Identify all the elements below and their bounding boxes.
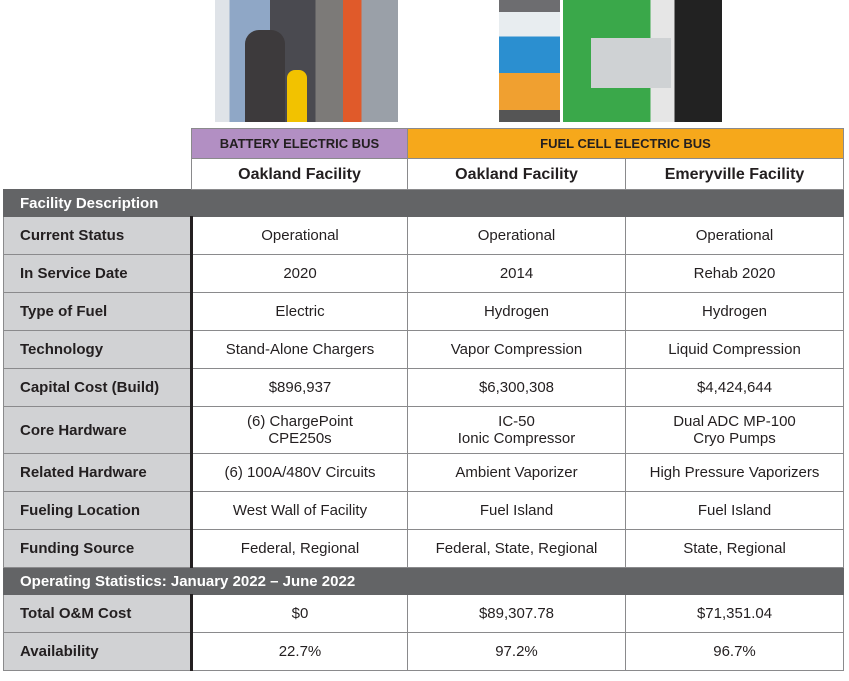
- table-row: Availability 22.7% 97.2% 96.7%: [3, 632, 845, 671]
- cell-line: Cryo Pumps: [693, 430, 776, 447]
- table-cell: Stand-Alone Chargers: [191, 330, 408, 369]
- table-cell: High Pressure Vaporizers: [624, 453, 845, 492]
- facility-comparison-table: BATTERY ELECTRIC BUS FUEL CELL ELECTRIC …: [2, 128, 845, 671]
- row-label: Core Hardware: [3, 406, 193, 454]
- table-cell: $4,424,644: [624, 368, 845, 407]
- table-cell: Operational: [624, 216, 845, 255]
- table-row: Fueling Location West Wall of Facility Fue…: [3, 491, 845, 530]
- table-cell: (6) ChargePoint CPE250s: [191, 406, 408, 454]
- table-cell: Fuel Island: [624, 491, 845, 530]
- table-cell: (6) 100A/480V Circuits: [191, 453, 408, 492]
- table-row: Current Status Operational Operational Oper…: [3, 216, 845, 255]
- table-cell: Electric: [191, 292, 408, 331]
- section-title: Operating Statistics: January 2022 – Jun…: [2, 567, 845, 595]
- section-title: Facility Description: [2, 189, 845, 217]
- table-row: Technology Stand-Alone Chargers Vapor Comp…: [3, 330, 845, 369]
- battery-bus-charging-photo: [215, 0, 398, 122]
- table-cell: West Wall of Facility: [191, 491, 408, 530]
- table-cell: 2020: [191, 254, 408, 293]
- table-cell: Liquid Compression: [624, 330, 845, 369]
- table-cell: IC-50 Ionic Compressor: [407, 406, 626, 454]
- row-label: Capital Cost (Build): [3, 368, 193, 407]
- table-cell: Dual ADC MP-100 Cryo Pumps: [624, 406, 845, 454]
- table-cell: Vapor Compression: [407, 330, 626, 369]
- cell-line: CPE250s: [268, 430, 332, 447]
- table-cell: $0: [191, 594, 408, 633]
- cell-line: (6) ChargePoint: [247, 413, 353, 430]
- section-header: Facility Description: [2, 189, 845, 217]
- row-label: Funding Source: [3, 529, 193, 568]
- table-cell: State, Regional: [624, 529, 845, 568]
- row-label: Type of Fuel: [3, 292, 193, 331]
- table-row: Core Hardware (6) ChargePoint CPE250s IC-50…: [3, 406, 845, 454]
- hydrogen-dispenser-photo: [499, 0, 560, 122]
- table-cell: Operational: [407, 216, 626, 255]
- battery-electric-bus-header: BATTERY ELECTRIC BUS: [191, 128, 408, 159]
- hydrogen-fueling-photo: [563, 0, 722, 122]
- table-cell: Hydrogen: [624, 292, 845, 331]
- table-cell: $89,307.78: [407, 594, 626, 633]
- cell-line: IC-50: [498, 413, 535, 430]
- fuel-cell-electric-bus-header: FUEL CELL ELECTRIC BUS: [406, 128, 845, 159]
- table-cell: Fuel Island: [407, 491, 626, 530]
- table-cell: $6,300,308: [407, 368, 626, 407]
- table-cell: $71,351.04: [624, 594, 845, 633]
- table-cell: Federal, Regional: [191, 529, 408, 568]
- table-cell: Federal, State, Regional: [407, 529, 626, 568]
- table-cell: Operational: [191, 216, 408, 255]
- table-row: Related Hardware (6) 100A/480V Circuits Am…: [3, 453, 845, 492]
- row-label: Fueling Location: [3, 491, 193, 530]
- table-row: Total O&M Cost $0 $89,307.78 $71,351.04: [3, 594, 845, 633]
- table-cell: 2014: [407, 254, 626, 293]
- table-cell: 22.7%: [191, 632, 408, 671]
- table-row: Funding Source Federal, Regional Federal, …: [3, 529, 845, 568]
- table-cell: 96.7%: [624, 632, 845, 671]
- table-row: In Service Date 2020 2014 Rehab 2020: [3, 254, 845, 293]
- row-label: Technology: [3, 330, 193, 369]
- table-cell: Ambient Vaporizer: [407, 453, 626, 492]
- row-label: Current Status: [3, 216, 193, 255]
- facility-header: Oakland Facility: [191, 158, 408, 190]
- row-label: Related Hardware: [3, 453, 193, 492]
- cell-line: Dual ADC MP-100: [673, 413, 796, 430]
- section-header: Operating Statistics: January 2022 – Jun…: [2, 567, 845, 595]
- facility-header: Oakland Facility: [407, 158, 626, 190]
- table-cell: 97.2%: [407, 632, 626, 671]
- table-cell: Hydrogen: [407, 292, 626, 331]
- cell-line: Ionic Compressor: [457, 430, 576, 447]
- row-label: Total O&M Cost: [3, 594, 193, 633]
- table-cell: Rehab 2020: [624, 254, 845, 293]
- table-cell: $896,937: [191, 368, 408, 407]
- table-row: Type of Fuel Electric Hydrogen Hydrogen: [3, 292, 845, 331]
- row-label: In Service Date: [3, 254, 193, 293]
- table-row: Capital Cost (Build) $896,937 $6,300,308 $4…: [3, 368, 845, 407]
- row-label: Availability: [3, 632, 193, 671]
- facility-header: Emeryville Facility: [624, 158, 845, 190]
